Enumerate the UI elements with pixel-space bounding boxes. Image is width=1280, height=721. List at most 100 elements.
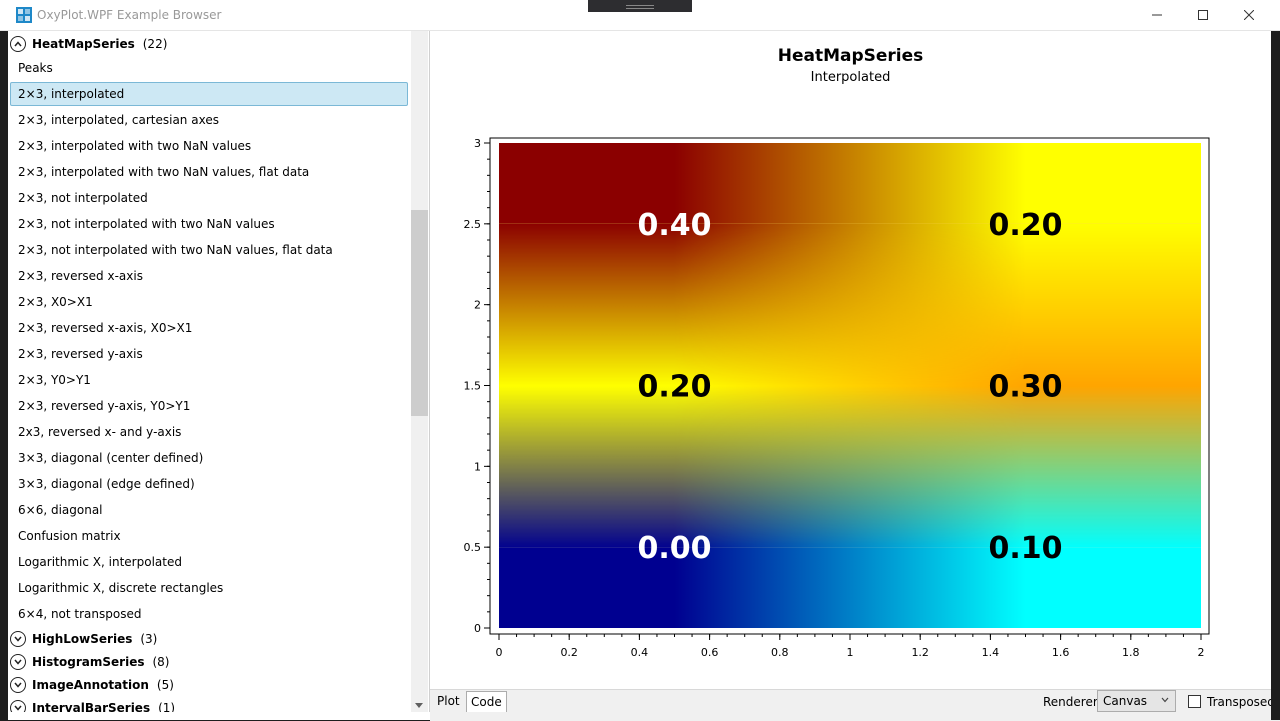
transposed-checkbox[interactable] (1188, 695, 1201, 708)
example-tree: HeatMapSeries (22) Peaks 2×3, interpolate… (10, 31, 410, 712)
x-tick-label: 1 (847, 646, 854, 659)
y-tick-label: 1.5 (464, 380, 482, 393)
group-name: ImageAnnotation (32, 678, 149, 692)
tree-scrollbar[interactable] (411, 31, 428, 712)
list-item[interactable]: 2×3, reversed y-axis, Y0>Y1 (18, 399, 191, 413)
cell-label: 0.20 (637, 370, 711, 405)
list-item[interactable]: 2×3, X0>X1 (18, 295, 93, 309)
background-strip-right (1271, 31, 1280, 720)
list-item[interactable]: Peaks (18, 61, 53, 75)
list-item[interactable]: Logarithmic X, discrete rectangles (18, 581, 224, 595)
group-name: HighLowSeries (32, 632, 133, 646)
list-item[interactable]: Confusion matrix (18, 529, 121, 543)
list-item[interactable]: 3×3, diagonal (edge defined) (18, 477, 195, 491)
plot-title: HeatMapSeries (777, 46, 924, 66)
tab-plot[interactable]: Plot (437, 694, 460, 708)
transposed-label[interactable]: Transposed (1207, 695, 1275, 709)
heatmap-blend-bottom (499, 385, 1201, 548)
x-tick-label: 0.8 (771, 646, 789, 659)
group-name: HeatMapSeries (32, 37, 135, 51)
tab-code[interactable]: Code (466, 691, 507, 712)
heatmap-band-top (499, 143, 1201, 224)
x-tick-label: 0.2 (560, 646, 578, 659)
app-icon (16, 7, 32, 23)
x-tick-label: 1.4 (982, 646, 1000, 659)
list-item[interactable]: 2×3, interpolated (10, 82, 408, 106)
x-tick-label: 0.4 (631, 646, 649, 659)
scroll-down-icon[interactable] (415, 703, 423, 708)
heatmap-blend-top (499, 223, 1201, 386)
expand-icon[interactable] (10, 654, 26, 670)
x-tick-label: 0 (496, 646, 503, 659)
list-item[interactable]: 2×3, reversed x-axis, X0>X1 (18, 321, 193, 335)
y-tick-label: 0.5 (464, 541, 482, 554)
pane-splitter[interactable] (429, 31, 430, 712)
collapse-icon[interactable] (10, 36, 26, 52)
y-tick-label: 2 (474, 299, 481, 312)
list-item[interactable]: 3×3, diagonal (center defined) (18, 451, 204, 465)
drag-handle[interactable] (588, 0, 692, 12)
list-item[interactable]: 2×3, interpolated with two NaN values, f… (18, 165, 310, 179)
list-item[interactable]: 6×6, diagonal (18, 503, 103, 517)
list-item[interactable]: 6×4, not transposed (18, 607, 142, 621)
list-item[interactable]: 2×3, reversed y-axis (18, 347, 143, 361)
group-count: (8) (152, 655, 170, 669)
plot-subtitle: Interpolated (810, 70, 891, 85)
list-item[interactable]: Logarithmic X, interpolated (18, 555, 182, 569)
group-heatmapseries[interactable]: HeatMapSeries (22) (10, 33, 167, 55)
close-button[interactable] (1226, 0, 1272, 30)
list-item[interactable]: 2×3, reversed x-axis (18, 269, 143, 283)
expand-icon[interactable] (10, 677, 26, 693)
bottom-toolbar: Plot Code Renderer: Canvas Transposed (430, 689, 1280, 721)
heatmap-band-bottom (499, 547, 1201, 628)
renderer-value: Canvas (1103, 694, 1148, 708)
list-item[interactable]: 2×3, not interpolated (18, 191, 148, 205)
background-strip-left (0, 31, 8, 720)
group-name: IntervalBarSeries (32, 701, 151, 712)
heatmap-chart[interactable]: 0 0.2 0.4 0.6 0.8 1 1.2 1.4 1.6 1.8 2 0 0.5 1 1.5 2 2.5 3… (430, 120, 1271, 689)
close-icon (1244, 10, 1254, 20)
renderer-select[interactable]: Canvas (1097, 690, 1176, 712)
cell-label: 0.00 (637, 531, 711, 566)
maximize-button[interactable] (1180, 0, 1226, 30)
group-count: (5) (156, 678, 174, 692)
scrollbar-thumb[interactable] (411, 210, 428, 416)
minimize-icon (1152, 14, 1162, 16)
minimize-button[interactable] (1134, 0, 1180, 30)
x-tick-label: 0.6 (701, 646, 719, 659)
list-item[interactable]: 2x3, reversed x- and y-axis (18, 425, 182, 439)
expand-icon[interactable] (10, 700, 26, 712)
y-tick-label: 1 (474, 460, 481, 473)
list-item[interactable]: 2×3, Y0>Y1 (18, 373, 91, 387)
group-header[interactable]: HighLowSeries (3) (10, 628, 157, 650)
list-item[interactable]: 2×3, interpolated, cartesian axes (18, 113, 219, 127)
x-tick-label: 1.2 (911, 646, 929, 659)
group-header[interactable]: HistogramSeries (8) (10, 651, 169, 673)
group-count: (22) (142, 37, 168, 51)
group-count: (1) (158, 701, 176, 712)
group-count: (3) (140, 632, 158, 646)
cell-label: 0.40 (637, 208, 711, 243)
y-tick-label: 3 (474, 137, 481, 150)
group-name: HistogramSeries (32, 655, 145, 669)
list-item[interactable]: 2×3, not interpolated with two NaN value… (18, 217, 275, 231)
y-tick-label: 0 (474, 622, 481, 635)
x-tick-label: 2 (1198, 646, 1205, 659)
x-tick-label: 1.8 (1122, 646, 1140, 659)
cell-label: 0.30 (988, 370, 1062, 405)
cell-label: 0.20 (988, 208, 1062, 243)
group-header[interactable]: ImageAnnotation (5) (10, 674, 174, 696)
group-header[interactable]: IntervalBarSeries (1) (10, 697, 175, 712)
x-tick-label: 1.6 (1052, 646, 1070, 659)
list-item[interactable]: 2×3, not interpolated with two NaN value… (18, 243, 333, 257)
chevron-down-icon (1161, 697, 1169, 703)
maximize-icon (1198, 10, 1208, 20)
list-item[interactable]: 2×3, interpolated with two NaN values (18, 139, 252, 153)
y-tick-label: 2.5 (464, 218, 482, 231)
title-bar: OxyPlot.WPF Example Browser (0, 0, 1280, 31)
cell-label: 0.10 (988, 531, 1062, 566)
window-title: OxyPlot.WPF Example Browser (37, 8, 222, 22)
expand-icon[interactable] (10, 631, 26, 647)
renderer-label: Renderer: (1043, 695, 1102, 709)
